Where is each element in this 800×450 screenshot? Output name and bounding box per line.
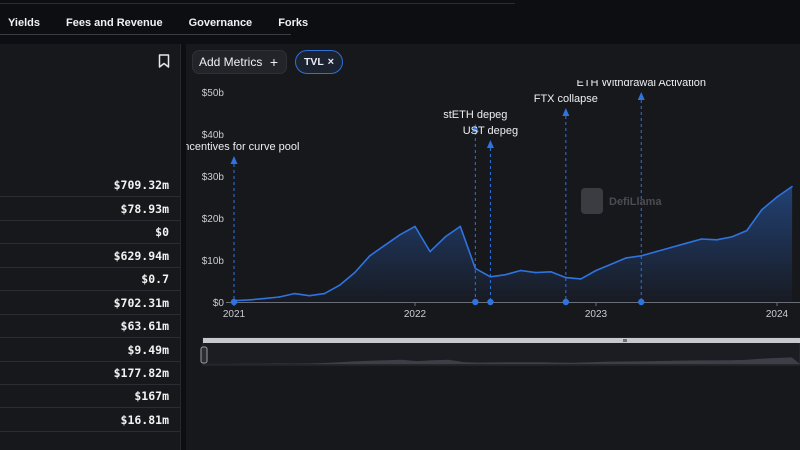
tvl-point xyxy=(655,250,658,253)
tab-fees-and-revenue[interactable]: Fees and Revenue xyxy=(66,17,163,29)
x-tick-label: 2022 xyxy=(404,309,427,320)
tvl-point xyxy=(474,267,477,270)
annotation-marker[interactable] xyxy=(230,298,238,306)
tab-underline xyxy=(0,34,291,35)
tvl-point xyxy=(730,236,733,238)
annotation-marker[interactable] xyxy=(472,298,479,306)
range-slider-track[interactable] xyxy=(203,338,800,343)
add-metrics-button[interactable]: Add Metrics + xyxy=(192,50,287,74)
annotation-label: stETH depeg xyxy=(443,109,507,121)
tvl-point xyxy=(353,271,356,274)
annotation-arrow-icon xyxy=(471,124,479,132)
tvl-point xyxy=(715,239,718,241)
x-tick-label: 2024 xyxy=(766,309,789,320)
annotation-label: of incentives for curve pool xyxy=(186,141,299,153)
tvl-point xyxy=(580,278,582,280)
range-slider-preview xyxy=(206,357,800,364)
annotation-label: FTX collapse xyxy=(534,93,598,105)
tab-governance[interactable]: Governance xyxy=(188,17,253,29)
x-tick-label: 2021 xyxy=(223,309,246,320)
tvl-point xyxy=(670,246,673,249)
tvl-point xyxy=(549,270,552,273)
tvl-line xyxy=(233,185,793,302)
y-tick-label: $30b xyxy=(202,172,225,183)
tvl-metric-chip[interactable]: TVL × xyxy=(295,50,343,74)
tvl-point xyxy=(519,269,522,272)
stat-value: $78.93m xyxy=(0,198,180,221)
y-tick-label: $40b xyxy=(202,130,225,141)
annotation-marker[interactable] xyxy=(562,298,570,306)
plus-icon: + xyxy=(269,54,278,70)
tvl-point xyxy=(278,296,281,298)
annotation-label: ETH Withdrawal Activation xyxy=(576,80,706,89)
tvl-point xyxy=(595,269,597,272)
tvl-chip-label: TVL xyxy=(304,56,324,68)
tvl-point xyxy=(610,263,612,265)
tvl-point xyxy=(459,225,462,228)
x-tick-label: 2023 xyxy=(585,309,608,320)
tvl-point xyxy=(685,242,688,244)
stat-value: $9.49m xyxy=(0,339,180,362)
stat-value: $702.31m xyxy=(0,292,180,315)
stat-value: $16.81m xyxy=(0,409,180,432)
tvl-chart[interactable]: $0 $10b $20b $30b $40b $50b 2021 2022 2023 2024 of… xyxy=(186,80,800,380)
tvl-point xyxy=(338,284,341,286)
annotation-label: UST depeg xyxy=(463,125,518,137)
tvl-point xyxy=(444,236,446,238)
annotation-arrow-icon xyxy=(637,92,645,100)
annotation-marker[interactable] xyxy=(638,298,645,306)
tvl-point xyxy=(534,271,537,274)
y-tick-label: $20b xyxy=(202,214,225,225)
stat-value: $167m xyxy=(0,385,180,408)
tvl-point xyxy=(414,225,416,228)
defillama-logo-icon xyxy=(581,188,603,214)
tab-bar: Yields Fees and Revenue Governance Forks xyxy=(0,13,321,35)
annotation-marker[interactable] xyxy=(487,298,494,306)
stat-value: $177.82m xyxy=(0,362,180,385)
add-metrics-label: Add Metrics xyxy=(199,55,263,69)
tvl-point xyxy=(776,196,778,198)
stat-value: $709.32m xyxy=(0,174,180,197)
tvl-point xyxy=(429,250,431,253)
tab-forks[interactable]: Forks xyxy=(278,17,309,29)
tvl-point xyxy=(248,299,250,301)
y-tick-label: $10b xyxy=(202,256,225,267)
top-divider xyxy=(0,0,515,4)
tvl-point xyxy=(746,229,748,232)
tvl-area xyxy=(234,186,793,302)
tvl-point xyxy=(293,292,296,295)
tvl-point xyxy=(384,244,386,247)
stat-value: $0.7 xyxy=(0,268,180,291)
tvl-point xyxy=(323,292,326,295)
tvl-point xyxy=(368,255,371,257)
tvl-point xyxy=(504,273,507,276)
annotation-arrow-icon xyxy=(230,156,238,164)
watermark-text: DefiLlama xyxy=(609,196,662,208)
stat-value: $0 xyxy=(0,221,180,244)
tvl-point xyxy=(625,257,627,259)
tvl-point xyxy=(791,185,793,188)
range-slider-grip[interactable] xyxy=(623,339,627,342)
annotation-arrow-icon xyxy=(486,140,494,148)
protocol-stats-panel: $709.32m $78.93m $0 $629.94m $0.7 $702.3… xyxy=(0,44,181,450)
close-icon[interactable]: × xyxy=(327,56,334,68)
tvl-point xyxy=(399,234,401,236)
stat-value: $63.61m xyxy=(0,315,180,338)
tab-yields[interactable]: Yields xyxy=(8,17,40,29)
range-slider-handle[interactable] xyxy=(200,346,208,364)
tvl-point xyxy=(263,297,265,300)
bookmark-icon[interactable] xyxy=(158,54,170,68)
tvl-point xyxy=(700,238,703,240)
stat-value: $629.94m xyxy=(0,245,180,268)
y-tick-label: $0 xyxy=(213,298,225,309)
annotation-arrow-icon xyxy=(562,108,570,116)
tvl-point xyxy=(308,294,311,297)
tvl-point xyxy=(761,208,763,211)
y-tick-label: $50b xyxy=(202,88,225,99)
